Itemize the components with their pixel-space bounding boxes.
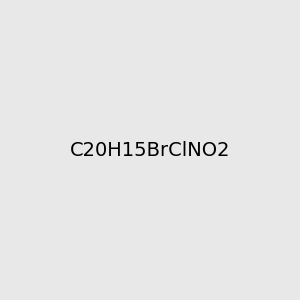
Text: C20H15BrClNO2: C20H15BrClNO2 [70, 140, 230, 160]
